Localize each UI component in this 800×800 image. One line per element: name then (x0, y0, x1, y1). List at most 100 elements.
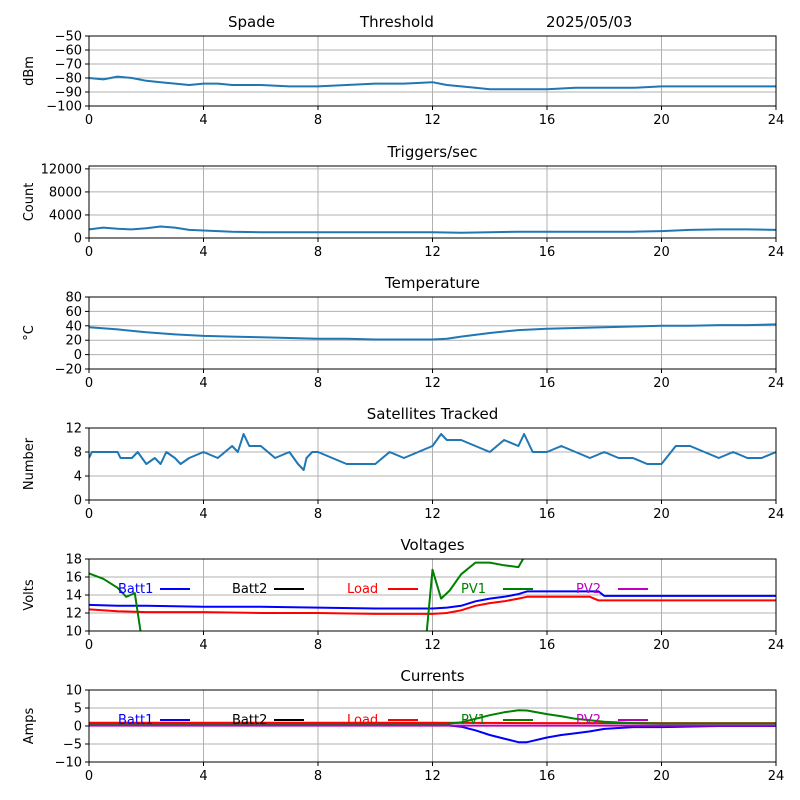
x-tick-label: 12 (424, 376, 441, 391)
chart-panel-0: 0 4 8 12 16 20 24 −100−90−80−70−60−50 dBm (22, 30, 784, 129)
chart-panel-5: 0 4 8 12 16 20 24 −10 −5 0 5 10 Currents Amps Batt1 Bat… (22, 667, 784, 784)
x-tick-label: 8 (314, 376, 322, 391)
chart-panel-4: 0 4 8 12 16 20 24 10 12 14 16 18 Voltages Volts Batt1 B… (22, 536, 785, 653)
y-tick-label: −90 (55, 86, 82, 101)
x-tick-label: 4 (199, 507, 207, 522)
series-line-batt1 (89, 590, 776, 610)
y-tick-label: −60 (55, 44, 82, 59)
x-tick-label: 24 (768, 245, 785, 260)
x-tick-label: 0 (85, 376, 93, 391)
y-tick-label: 40 (65, 319, 82, 334)
y-tick-label: −80 (55, 72, 82, 87)
header-mode: Threshold (359, 13, 434, 31)
x-tick-label: 0 (85, 638, 93, 653)
y-axis-label: Volts (22, 579, 37, 611)
y-tick-label: 8 (74, 446, 82, 461)
x-tick-label: 24 (768, 113, 785, 128)
y-tick-label: 12 (65, 607, 82, 622)
y-tick-label: 16 (65, 571, 82, 586)
y-tick-label: 20 (65, 334, 82, 349)
x-tick-label: 16 (539, 769, 556, 784)
x-tick-label: 20 (653, 638, 670, 653)
x-tick-label: 20 (653, 113, 670, 128)
y-tick-label: 5 (74, 702, 82, 717)
series-line-data (89, 225, 776, 234)
legend-label-batt1: Batt1 (118, 713, 153, 728)
y-tick-label: 4000 (49, 208, 82, 223)
y-tick-label: 10 (65, 625, 82, 640)
x-tick-label: 8 (314, 507, 322, 522)
y-tick-label: −100 (46, 100, 82, 115)
series-line-pv1 (89, 559, 525, 631)
chart-panel-1: 0 4 8 12 16 20 24 0 4000 8000 12000 Triggers/sec Cou… (22, 143, 784, 260)
x-tick-label: 24 (768, 507, 785, 522)
x-tick-label: 20 (653, 245, 670, 260)
x-tick-label: 4 (199, 245, 207, 260)
y-tick-label: 80 (65, 291, 82, 306)
y-tick-label: 60 (65, 305, 82, 320)
chart-panel-3: 0 4 8 12 16 20 24 0 4 8 12 Satellites Tracked Number (22, 405, 784, 522)
y-tick-label: −5 (63, 738, 82, 753)
series-line-load (89, 595, 776, 615)
series-line-data (89, 433, 776, 471)
header-station: Spade (228, 13, 275, 31)
x-tick-label: 20 (653, 376, 670, 391)
x-tick-label: 16 (539, 376, 556, 391)
series-line-pv1 (89, 709, 776, 726)
y-axis-label: Number (22, 437, 37, 490)
chart-title: Currents (400, 667, 464, 685)
chart-title: Triggers/sec (387, 143, 478, 161)
x-tick-label: 8 (314, 113, 322, 128)
x-tick-label: 4 (199, 638, 207, 653)
x-tick-label: 24 (768, 769, 785, 784)
y-tick-label: −20 (55, 363, 82, 378)
x-tick-label: 4 (199, 113, 207, 128)
chart-title: Satellites Tracked (367, 405, 498, 423)
y-tick-label: 14 (65, 589, 82, 604)
x-tick-label: 0 (85, 769, 93, 784)
x-tick-label: 12 (424, 113, 441, 128)
x-tick-label: 0 (85, 507, 93, 522)
y-axis-label: Count (22, 183, 37, 222)
y-axis-label: Amps (22, 707, 37, 744)
x-tick-label: 16 (539, 507, 556, 522)
chart-title: Temperature (384, 274, 480, 292)
x-tick-label: 8 (314, 638, 322, 653)
x-tick-label: 12 (424, 507, 441, 522)
y-axis-label: dBm (22, 56, 37, 86)
x-tick-label: 16 (539, 245, 556, 260)
y-tick-label: 0 (74, 494, 82, 509)
legend-label-pv1: PV1 (461, 713, 486, 728)
x-tick-label: 8 (314, 769, 322, 784)
x-tick-label: 0 (85, 113, 93, 128)
x-tick-label: 0 (85, 245, 93, 260)
legend-label-pv1: PV1 (461, 582, 486, 597)
x-tick-label: 20 (653, 507, 670, 522)
series-line-data (89, 323, 776, 341)
y-tick-label: −50 (55, 30, 82, 45)
x-tick-label: 20 (653, 769, 670, 784)
y-tick-label: 12 (65, 422, 82, 437)
y-tick-label: 10 (65, 684, 82, 699)
legend-label-load: Load (347, 582, 378, 597)
x-tick-label: 12 (424, 245, 441, 260)
x-tick-label: 8 (314, 245, 322, 260)
legend-label-pv2: PV2 (576, 713, 601, 728)
y-tick-label: 4 (74, 470, 82, 485)
chart-title: Voltages (400, 536, 464, 554)
y-tick-label: 12000 (41, 162, 82, 177)
y-tick-label: 8000 (49, 185, 82, 200)
x-tick-label: 4 (199, 376, 207, 391)
y-axis-label: °C (22, 325, 37, 341)
legend-label-pv2: PV2 (576, 582, 601, 597)
y-tick-label: −70 (55, 58, 82, 73)
legend-label-batt1: Batt1 (118, 582, 153, 597)
x-tick-label: 24 (768, 638, 785, 653)
legend-label-batt2: Batt2 (232, 582, 267, 597)
series-line-data (89, 75, 776, 91)
header-date: 2025/05/03 (546, 13, 632, 31)
x-tick-label: 16 (539, 638, 556, 653)
